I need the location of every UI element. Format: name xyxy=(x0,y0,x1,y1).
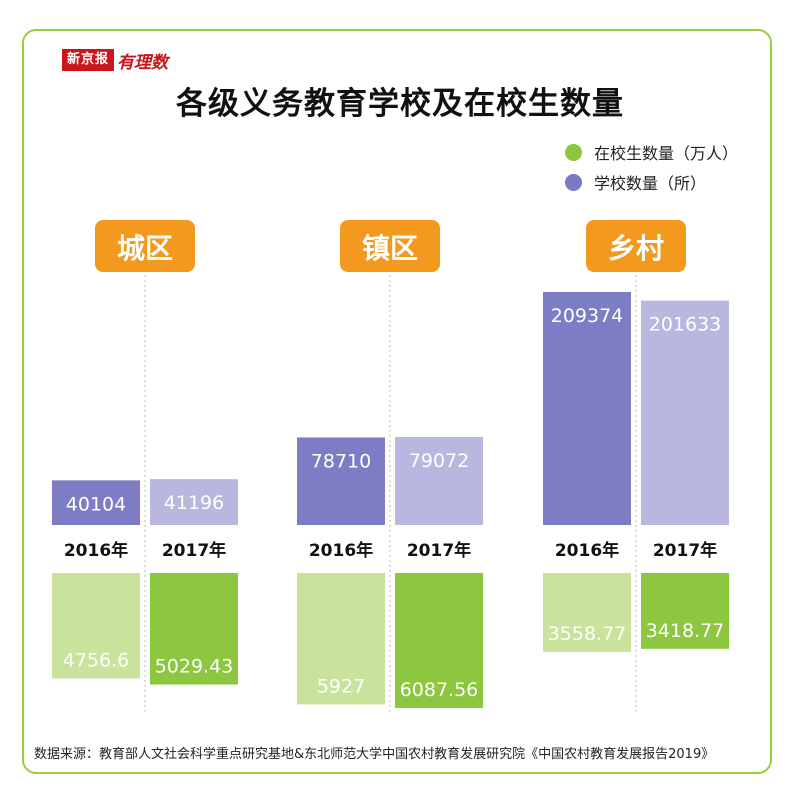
student-count-bar xyxy=(395,573,483,708)
year-label: 2016年 xyxy=(309,540,373,561)
school-count-value-label: 209374 xyxy=(551,305,624,327)
school-count-bar xyxy=(52,480,140,525)
legend-label-students: 在校生数量（万人） xyxy=(594,144,739,163)
school-count-value-label: 201633 xyxy=(649,314,722,336)
student-count-value-label: 3418.77 xyxy=(646,620,725,642)
logo-main-text: 新京报 xyxy=(62,49,115,71)
category-label: 城区 xyxy=(117,232,173,265)
student-count-value-label: 5029.43 xyxy=(155,656,234,678)
student-count-bar xyxy=(543,573,631,652)
legend-label-schools: 学校数量（所） xyxy=(594,174,707,193)
student-count-bar xyxy=(52,573,140,679)
school-count-value-label: 78710 xyxy=(311,450,371,472)
school-count-bar xyxy=(543,292,631,525)
legend-item-students: 在校生数量（万人） xyxy=(565,141,738,163)
school-count-bar xyxy=(395,437,483,525)
year-label: 2017年 xyxy=(162,540,226,561)
school-count-value-label: 41196 xyxy=(164,492,224,514)
data-source-note: 数据来源：教育部人文社会科学重点研究基地&东北师范大学中国农村教育发展研究院《中… xyxy=(34,747,715,762)
brand-logo: 新京报 有理数 xyxy=(62,48,169,73)
school-count-bar xyxy=(150,479,238,525)
student-count-bar xyxy=(150,573,238,685)
student-count-value-label: 4756.6 xyxy=(63,649,129,671)
category-label-box xyxy=(340,220,440,272)
legend-item-schools: 学校数量（所） xyxy=(565,171,706,193)
category-label: 镇区 xyxy=(362,232,418,265)
category-label-box xyxy=(586,220,686,272)
school-count-value-label: 40104 xyxy=(66,493,126,515)
year-label: 2017年 xyxy=(407,540,471,561)
school-count-bar xyxy=(297,437,385,525)
year-label: 2016年 xyxy=(555,540,619,561)
year-label: 2017年 xyxy=(653,540,717,561)
chart-title: 各级义务教育学校及在校生数量 xyxy=(176,86,624,122)
student-count-value-label: 3558.77 xyxy=(548,623,627,645)
category-label-box xyxy=(95,220,195,272)
logo-sub-text: 有理数 xyxy=(117,52,169,73)
student-count-bar xyxy=(297,573,385,705)
year-label: 2016年 xyxy=(64,540,128,561)
legend-swatch-students xyxy=(565,143,582,161)
school-count-bar xyxy=(641,300,729,525)
student-count-value-label: 6087.56 xyxy=(400,679,479,701)
student-count-bar xyxy=(641,573,729,649)
category-label: 乡村 xyxy=(608,232,664,265)
legend-swatch-schools xyxy=(565,173,582,191)
school-count-value-label: 79072 xyxy=(409,450,469,472)
student-count-value-label: 5927 xyxy=(317,675,365,697)
